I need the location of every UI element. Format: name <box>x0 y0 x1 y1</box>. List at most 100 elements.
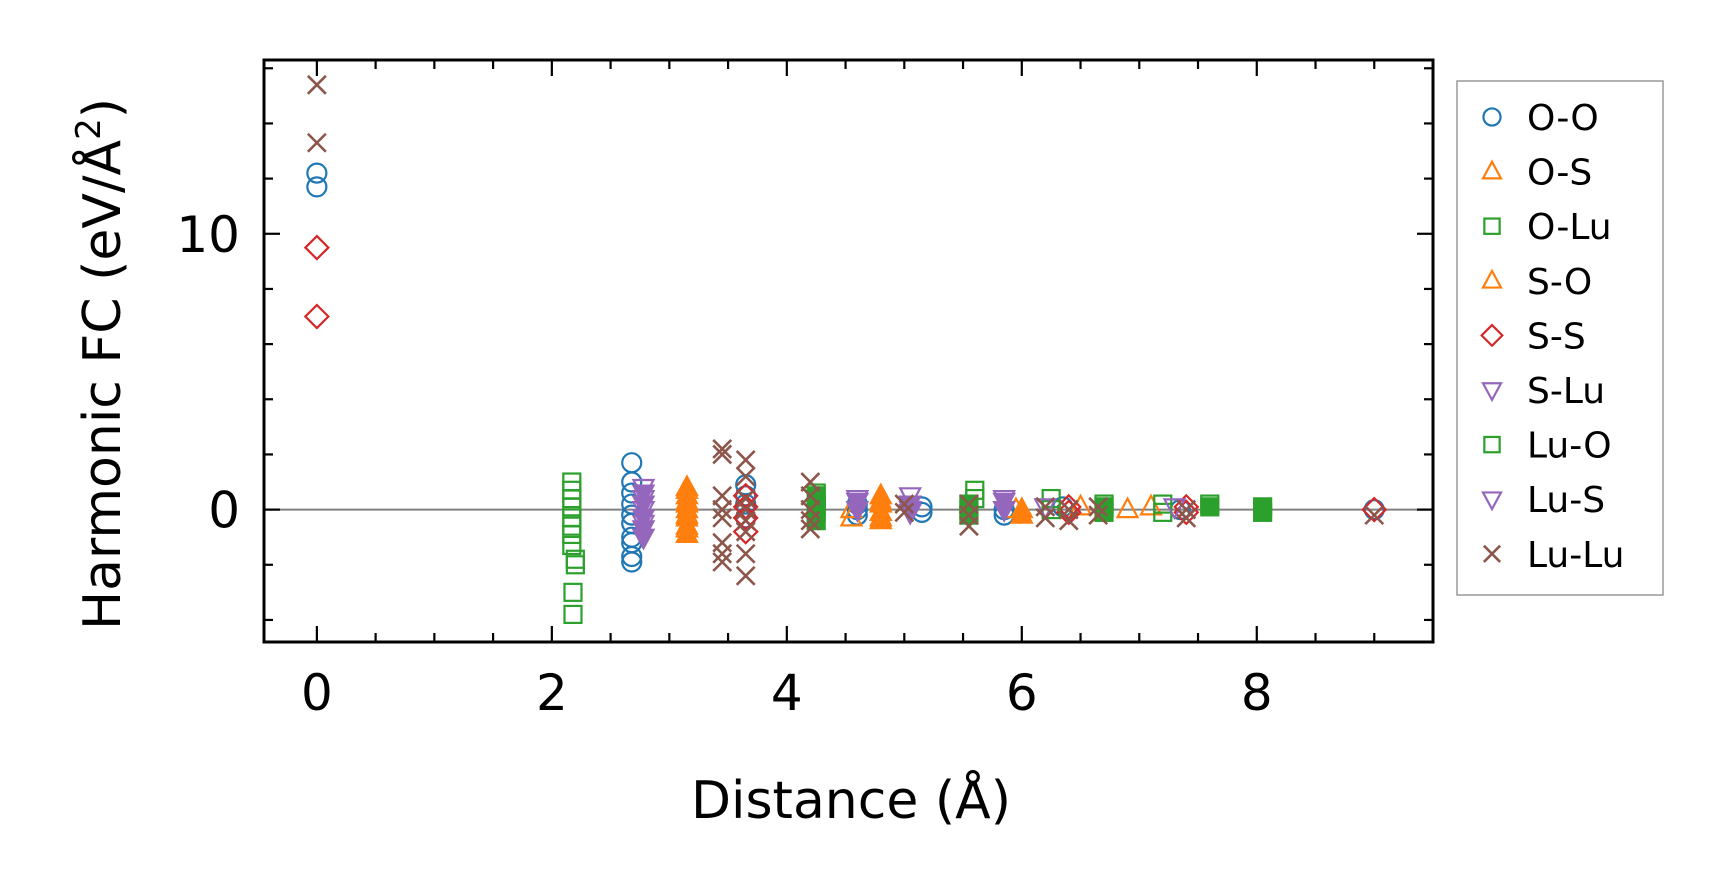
legend-item-s-lu: S-Lu <box>1481 371 1605 412</box>
data-point <box>621 452 643 474</box>
data-point <box>631 478 656 501</box>
data-point <box>965 488 985 509</box>
data-point <box>1363 499 1385 521</box>
legend-marker <box>1481 382 1503 403</box>
data-point <box>1253 502 1273 522</box>
data-point <box>1176 499 1197 520</box>
legend-item-lu-o: Lu-O <box>1483 426 1612 467</box>
data-point <box>800 518 821 539</box>
data-point <box>1088 505 1109 526</box>
data-point <box>894 494 915 515</box>
x-tick-label: 6 <box>1006 664 1038 722</box>
data-point <box>675 488 699 510</box>
legend-label: Lu-S <box>1527 480 1605 521</box>
legend-item-lu-lu: Lu-Lu <box>1482 535 1624 576</box>
axis-ticks <box>264 60 1435 642</box>
data-point <box>712 507 733 528</box>
legend-item-lu-s: Lu-S <box>1481 480 1605 521</box>
data-point <box>959 516 979 537</box>
legend-label: Lu-O <box>1527 426 1612 467</box>
data-point <box>675 515 699 538</box>
data-point <box>735 543 756 564</box>
data-point <box>712 499 733 520</box>
data-point <box>621 551 643 573</box>
data-point <box>868 507 893 530</box>
legend-label: S-S <box>1527 316 1586 357</box>
series-lu-lu <box>306 74 1385 586</box>
data-point <box>1088 496 1109 517</box>
legend-label: O-O <box>1527 98 1599 139</box>
data-point <box>562 535 582 556</box>
y-tick-label: 0 <box>208 482 240 540</box>
y-axis-label-close: ) <box>73 98 133 118</box>
data-point <box>562 524 582 545</box>
data-point <box>631 514 656 537</box>
data-point <box>621 545 643 568</box>
y-axis-label-main: Harmonic FC (eV/Å <box>71 139 133 630</box>
plot-frame <box>262 58 1435 644</box>
data-point <box>800 510 821 531</box>
legend-marker <box>1482 107 1502 127</box>
data-point <box>1162 498 1187 521</box>
data-point <box>631 489 656 512</box>
x-tick-label: 8 <box>1241 664 1273 722</box>
data-point <box>1176 507 1197 528</box>
data-point <box>735 521 756 542</box>
data-point <box>631 528 656 551</box>
data-point <box>563 582 583 602</box>
legend-item-o-s: O-S <box>1481 153 1592 194</box>
x-axis-label: Distance (Å) <box>691 769 1011 831</box>
x-tick-label: 0 <box>301 664 333 722</box>
legend-marker <box>1483 435 1501 454</box>
data-point <box>712 438 733 459</box>
y-axis-label-superscript: 2 <box>69 118 109 140</box>
data-point <box>992 489 1017 512</box>
legend-label: O-Lu <box>1527 207 1612 248</box>
legend-item-o-lu: O-Lu <box>1483 207 1612 248</box>
x-tick-label: 2 <box>536 664 568 722</box>
series-s-o <box>675 476 1163 538</box>
data-point <box>306 176 328 198</box>
data-point <box>306 162 328 184</box>
plot-area <box>264 74 1433 625</box>
data-point <box>1055 499 1082 526</box>
series-s-s <box>303 234 1388 545</box>
data-point <box>303 234 330 261</box>
tick-labels: 0 2 4 6 8 0 10 <box>176 206 1272 722</box>
y-axis-label: Harmonic FC (eV/Å2) <box>69 98 133 630</box>
legend-marker <box>1481 159 1503 180</box>
series-lu-o <box>562 472 1220 625</box>
data-point <box>712 552 733 572</box>
legend-marker <box>1483 217 1501 235</box>
legend-item-s-s: S-S <box>1480 316 1586 357</box>
legend-marker <box>1480 323 1504 348</box>
data-point <box>735 466 756 487</box>
data-point <box>868 504 893 527</box>
data-point <box>306 74 327 95</box>
legend-item-s-o: S-O <box>1481 262 1592 303</box>
data-point <box>712 543 733 564</box>
data-point <box>735 450 756 470</box>
data-point <box>631 501 656 523</box>
y-tick-label: 10 <box>176 206 240 264</box>
data-point <box>735 565 756 586</box>
legend-marker <box>1481 268 1503 289</box>
data-point <box>563 604 583 625</box>
data-point <box>898 487 923 510</box>
legend: O-O O-S O-Lu S-O S-S S-Lu Lu-O Lu-S Lu-Lu <box>1456 80 1664 596</box>
legend-marker <box>1482 544 1502 563</box>
data-point <box>1033 498 1058 521</box>
legend-label: Lu-Lu <box>1527 535 1624 576</box>
data-point <box>306 132 327 153</box>
data-point <box>1364 505 1385 526</box>
data-point <box>303 303 330 330</box>
legend-item-o-o: O-O <box>1482 98 1599 139</box>
series-lu-s <box>631 478 1187 537</box>
data-point <box>1035 507 1056 528</box>
axes-frame <box>262 58 1435 644</box>
data-point <box>894 502 915 523</box>
data-point <box>675 501 699 524</box>
data-point <box>1139 493 1163 516</box>
data-point <box>562 497 582 517</box>
